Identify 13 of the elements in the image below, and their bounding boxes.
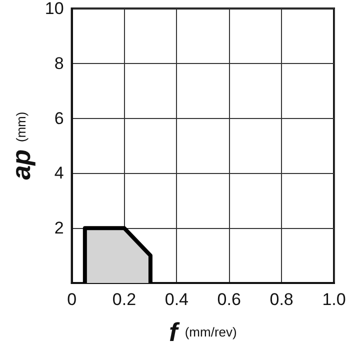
- y-tick-label: 10: [44, 0, 64, 18]
- y-axis-title: ap (mm): [6, 112, 36, 180]
- x-tick-label: 1.0: [322, 290, 346, 309]
- x-tick-label: 0.4: [164, 290, 189, 309]
- y-tick-label: 4: [54, 164, 64, 183]
- x-axis-title: f (mm/rev): [168, 317, 237, 347]
- y-tick-label: 2: [54, 218, 64, 238]
- x-tick-label: 0: [67, 290, 77, 309]
- x-tick-label: 0.6: [217, 290, 241, 309]
- x-tick-label: 0.8: [270, 290, 294, 309]
- y-tick-label: 6: [54, 108, 64, 128]
- y-tick-label: 8: [54, 54, 64, 73]
- x-tick-label: 0.2: [112, 290, 136, 309]
